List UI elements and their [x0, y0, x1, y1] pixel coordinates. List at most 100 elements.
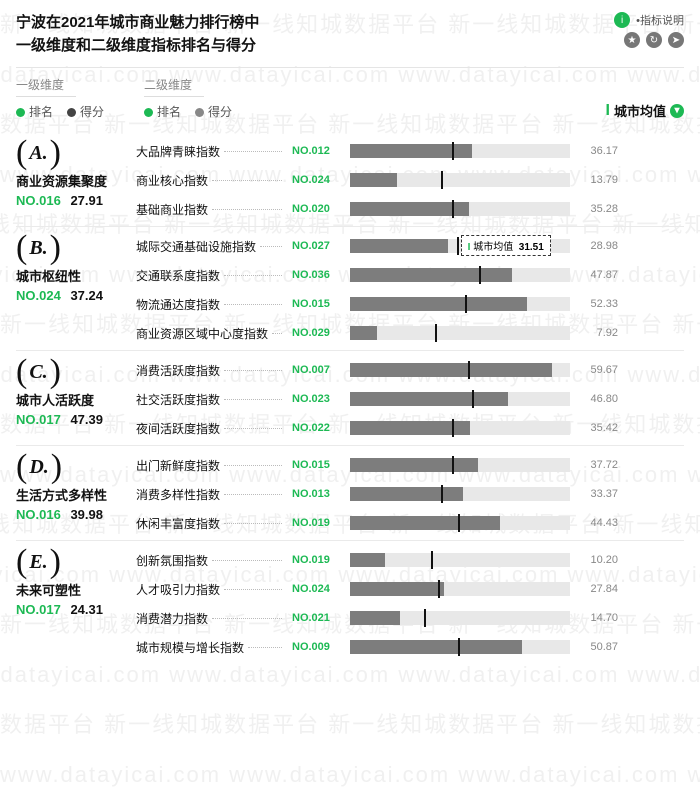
metric-bar — [350, 392, 570, 406]
metric-label: 出门新鲜度指数 — [136, 457, 286, 474]
metric-rank: NO.024 — [292, 174, 344, 186]
metric-row: 商业资源区域中心度指数 NO.029 7.92 — [136, 320, 684, 346]
metric-rank: NO.023 — [292, 393, 344, 405]
metric-value: 59.67 — [576, 364, 618, 376]
metric-rank: NO.021 — [292, 612, 344, 624]
metric-bar — [350, 326, 570, 340]
metric-row: 交通联系度指数 NO.036 47.87 — [136, 262, 684, 288]
metric-label: 创新氛围指数 — [136, 552, 286, 569]
metric-row: 大品牌青睐指数 NO.012 36.17 — [136, 138, 684, 164]
metric-rank: NO.019 — [292, 517, 344, 529]
metric-rank: NO.036 — [292, 269, 344, 281]
metric-value: 37.72 — [576, 459, 618, 471]
metric-rank: NO.029 — [292, 327, 344, 339]
title-line-2: 一级维度和二级维度指标排名与得分 — [16, 35, 259, 58]
metric-rank: NO.024 — [292, 583, 344, 595]
section-score: 27.91 — [70, 193, 103, 208]
section-score: 37.24 — [70, 288, 103, 303]
metric-label: 人才吸引力指数 — [136, 581, 286, 598]
metric-bar — [350, 363, 570, 377]
metric-value: 46.80 — [576, 393, 618, 405]
city-avg-tooltip: I 城市均值 31.51 — [461, 235, 551, 256]
metric-value: 10.20 — [576, 554, 618, 566]
metric-row: 消费多样性指数 NO.013 33.37 — [136, 481, 684, 507]
metric-bar — [350, 640, 570, 654]
metric-rank: NO.020 — [292, 203, 344, 215]
metric-rank: NO.027 — [292, 240, 344, 252]
metric-bar — [350, 487, 570, 501]
metric-row: 消费潜力指数 NO.021 14.70 — [136, 605, 684, 631]
section-name: 生活方式多样性 — [16, 485, 136, 504]
metric-bar — [350, 202, 570, 216]
metric-rank: NO.013 — [292, 488, 344, 500]
title-line-1: 宁波在2021年城市商业魅力排行榜中 — [16, 12, 259, 35]
metric-label: 社交活跃度指数 — [136, 391, 286, 408]
share-icon[interactable]: ➤ — [668, 32, 684, 48]
metric-rank: NO.022 — [292, 422, 344, 434]
metric-bar: I 城市均值 31.51 — [350, 239, 570, 253]
metric-row: 休闲丰富度指数 NO.019 44.43 — [136, 510, 684, 536]
section: (D.) 生活方式多样性 NO.016 39.98 出门新鲜度指数 NO.015… — [16, 445, 684, 540]
section: (A.) 商业资源集聚度 NO.016 27.91 大品牌青睐指数 NO.012… — [16, 132, 684, 226]
section-rank: NO.016 — [16, 193, 61, 208]
metric-value: 47.87 — [576, 269, 618, 281]
metric-label: 基础商业指数 — [136, 201, 286, 218]
legend-level1: 一级维度 排名 得分 — [16, 76, 104, 120]
metric-value: 44.43 — [576, 517, 618, 529]
metric-label: 夜间活跃度指数 — [136, 420, 286, 437]
info-icon[interactable]: i — [614, 12, 630, 28]
metric-row: 城际交通基础设施指数 NO.027 I 城市均值 31.51 28.98 — [136, 233, 684, 259]
section-letter: (A.) — [16, 142, 136, 165]
metric-rank: NO.015 — [292, 298, 344, 310]
metric-label: 商业核心指数 — [136, 172, 286, 189]
metric-label: 大品牌青睐指数 — [136, 143, 286, 160]
divider — [16, 67, 684, 68]
metric-value: 28.98 — [576, 240, 618, 252]
metric-label: 休闲丰富度指数 — [136, 515, 286, 532]
section-letter: (C.) — [16, 361, 136, 384]
metric-label: 物流通达度指数 — [136, 296, 286, 313]
refresh-icon[interactable]: ↻ — [646, 32, 662, 48]
metric-bar — [350, 297, 570, 311]
metric-bar — [350, 458, 570, 472]
section: (B.) 城市枢纽性 NO.024 37.24 城际交通基础设施指数 NO.02… — [16, 226, 684, 350]
header-label: •指标说明 — [636, 12, 684, 28]
city-avg-icon: I — [606, 102, 610, 120]
metric-row: 城市规模与增长指数 NO.009 50.87 — [136, 634, 684, 660]
metric-row: 人才吸引力指数 NO.024 27.84 — [136, 576, 684, 602]
header-icon-group: i •指标说明 ★ ↻ ➤ — [614, 12, 684, 48]
section-letter: (D.) — [16, 456, 136, 479]
metric-bar — [350, 173, 570, 187]
metric-label: 城际交通基础设施指数 — [136, 238, 286, 255]
section: (C.) 城市人活跃度 NO.017 47.39 消费活跃度指数 NO.007 … — [16, 350, 684, 445]
section-letter: (E.) — [16, 551, 136, 574]
metric-bar — [350, 582, 570, 596]
metric-rank: NO.012 — [292, 145, 344, 157]
metric-label: 商业资源区域中心度指数 — [136, 325, 286, 342]
metric-row: 物流通达度指数 NO.015 52.33 — [136, 291, 684, 317]
metric-bar — [350, 553, 570, 567]
metric-rank: NO.009 — [292, 641, 344, 653]
section-rank: NO.016 — [16, 507, 61, 522]
metric-label: 消费潜力指数 — [136, 610, 286, 627]
metric-value: 13.79 — [576, 174, 618, 186]
star-icon[interactable]: ★ — [624, 32, 640, 48]
metric-value: 14.70 — [576, 612, 618, 624]
metric-bar — [350, 268, 570, 282]
metric-bar — [350, 144, 570, 158]
metric-row: 消费活跃度指数 NO.007 59.67 — [136, 357, 684, 383]
city-avg-toggle[interactable]: I 城市均值 ▾ — [606, 101, 684, 120]
section: (E.) 未来可塑性 NO.017 24.31 创新氛围指数 NO.019 10… — [16, 540, 684, 664]
metric-label: 交通联系度指数 — [136, 267, 286, 284]
metric-value: 35.42 — [576, 422, 618, 434]
metric-rank: NO.019 — [292, 554, 344, 566]
metric-row: 出门新鲜度指数 NO.015 37.72 — [136, 452, 684, 478]
section-score: 39.98 — [70, 507, 103, 522]
section-rank: NO.024 — [16, 288, 61, 303]
section-letter: (B.) — [16, 237, 136, 260]
metric-row: 社交活跃度指数 NO.023 46.80 — [136, 386, 684, 412]
chevron-down-icon: ▾ — [670, 104, 684, 118]
section-rank: NO.017 — [16, 602, 61, 617]
metric-value: 50.87 — [576, 641, 618, 653]
metric-row: 基础商业指数 NO.020 35.28 — [136, 196, 684, 222]
